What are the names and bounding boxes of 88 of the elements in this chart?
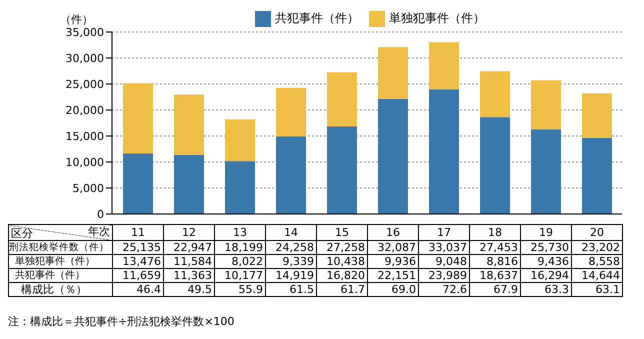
- bar: [276, 136, 306, 214]
- bar: [327, 72, 357, 127]
- bar: [531, 80, 561, 130]
- data-label: 8,558: [572, 254, 622, 268]
- legend-label: 共犯事件（件）: [275, 11, 359, 25]
- total-label: 27,453: [470, 240, 520, 254]
- bar: [174, 94, 204, 155]
- data-label: 11,659: [112, 268, 164, 282]
- x-tick-label: 20: [572, 224, 622, 240]
- y-tick-label: 35,000: [66, 26, 104, 39]
- bar: [429, 42, 459, 90]
- data-label: 22,151: [368, 268, 418, 282]
- bar: [123, 153, 153, 214]
- total-label: 23,202: [572, 240, 622, 254]
- bar: [378, 98, 408, 214]
- text: 共犯事件（件）: [15, 270, 85, 281]
- data-label: 14,919: [266, 268, 316, 282]
- data-label: 10,177: [214, 268, 266, 282]
- total-label: 33,037: [418, 240, 470, 254]
- bar: [174, 154, 204, 214]
- y-axis-title: （件）: [60, 12, 93, 27]
- x-tick-label: 15: [316, 224, 368, 240]
- data-label: 16,820: [316, 268, 368, 282]
- text: 61.5: [266, 282, 316, 296]
- y-tick-label: 5,000: [72, 182, 104, 195]
- text: 注：構成比＝共犯事件÷刑法犯検挙件数×100: [8, 314, 234, 329]
- y-tick-label: 30,000: [66, 52, 104, 65]
- text: 67.9: [470, 282, 520, 296]
- bar: [378, 47, 408, 99]
- total-label: 25,135: [112, 240, 164, 254]
- y-tick-label: 20,000: [66, 104, 104, 117]
- text: 年次: [88, 225, 110, 238]
- bar: [582, 93, 612, 138]
- legend-label: 単独犯事件（件）: [389, 11, 485, 25]
- bar: [480, 71, 510, 118]
- y-tick-label: 0: [97, 208, 104, 221]
- data-label: 10,438: [316, 254, 368, 268]
- text: 55.9: [214, 282, 266, 296]
- x-tick-label: 16: [368, 224, 418, 240]
- total-label: 24,258: [266, 240, 316, 254]
- data-label: 9,436: [520, 254, 572, 268]
- y-tick-label: 10,000: [66, 156, 104, 169]
- total-label: 22,947: [164, 240, 214, 254]
- data-label: 13,476: [112, 254, 164, 268]
- total-label: 32,087: [368, 240, 418, 254]
- x-tick-label: 13: [214, 224, 266, 240]
- x-tick-label: 12: [164, 224, 214, 240]
- text: 49.5: [164, 282, 214, 296]
- text: 単独犯事件（件）: [15, 256, 95, 267]
- text: 刑法犯検挙件数（件）: [8, 240, 112, 254]
- bar: [327, 126, 357, 214]
- x-tick-label: 19: [520, 224, 572, 240]
- bar: [582, 138, 612, 214]
- y-tick-label: 15,000: [66, 130, 104, 143]
- data-label: 14,644: [572, 268, 622, 282]
- data-label: 8,022: [214, 254, 266, 268]
- bar: [225, 119, 255, 162]
- data-label: 9,339: [266, 254, 316, 268]
- bar: [123, 83, 153, 154]
- x-tick-label: 14: [266, 224, 316, 240]
- total-label: 25,730: [520, 240, 572, 254]
- bar: [480, 117, 510, 214]
- text: 69.0: [368, 282, 418, 296]
- total-label: 18,199: [214, 240, 266, 254]
- text: 61.7: [316, 282, 368, 296]
- text: 区分: [11, 227, 33, 240]
- bar: [531, 129, 561, 214]
- bar: [276, 88, 306, 136]
- x-tick-label: 18: [470, 224, 520, 240]
- data-label: 9,048: [418, 254, 470, 268]
- data-label: 9,936: [368, 254, 418, 268]
- x-tick-label: 17: [418, 224, 470, 240]
- total-label: 27,258: [316, 240, 368, 254]
- x-tick-label: 11: [112, 224, 164, 240]
- data-label: 8,816: [470, 254, 520, 268]
- bar: [429, 89, 459, 214]
- data-label: 11,363: [164, 268, 214, 282]
- data-label: 18,637: [470, 268, 520, 282]
- data-label: 23,989: [418, 268, 470, 282]
- text: 構成比（％）: [8, 282, 112, 296]
- data-label: 16,294: [520, 268, 572, 282]
- text: 63.1: [572, 282, 622, 296]
- bar: [225, 161, 255, 214]
- text: 46.4: [112, 282, 164, 296]
- y-tick-label: 25,000: [66, 78, 104, 91]
- data-label: 11,584: [164, 254, 214, 268]
- text: 63.3: [520, 282, 572, 296]
- text: 72.6: [418, 282, 470, 296]
